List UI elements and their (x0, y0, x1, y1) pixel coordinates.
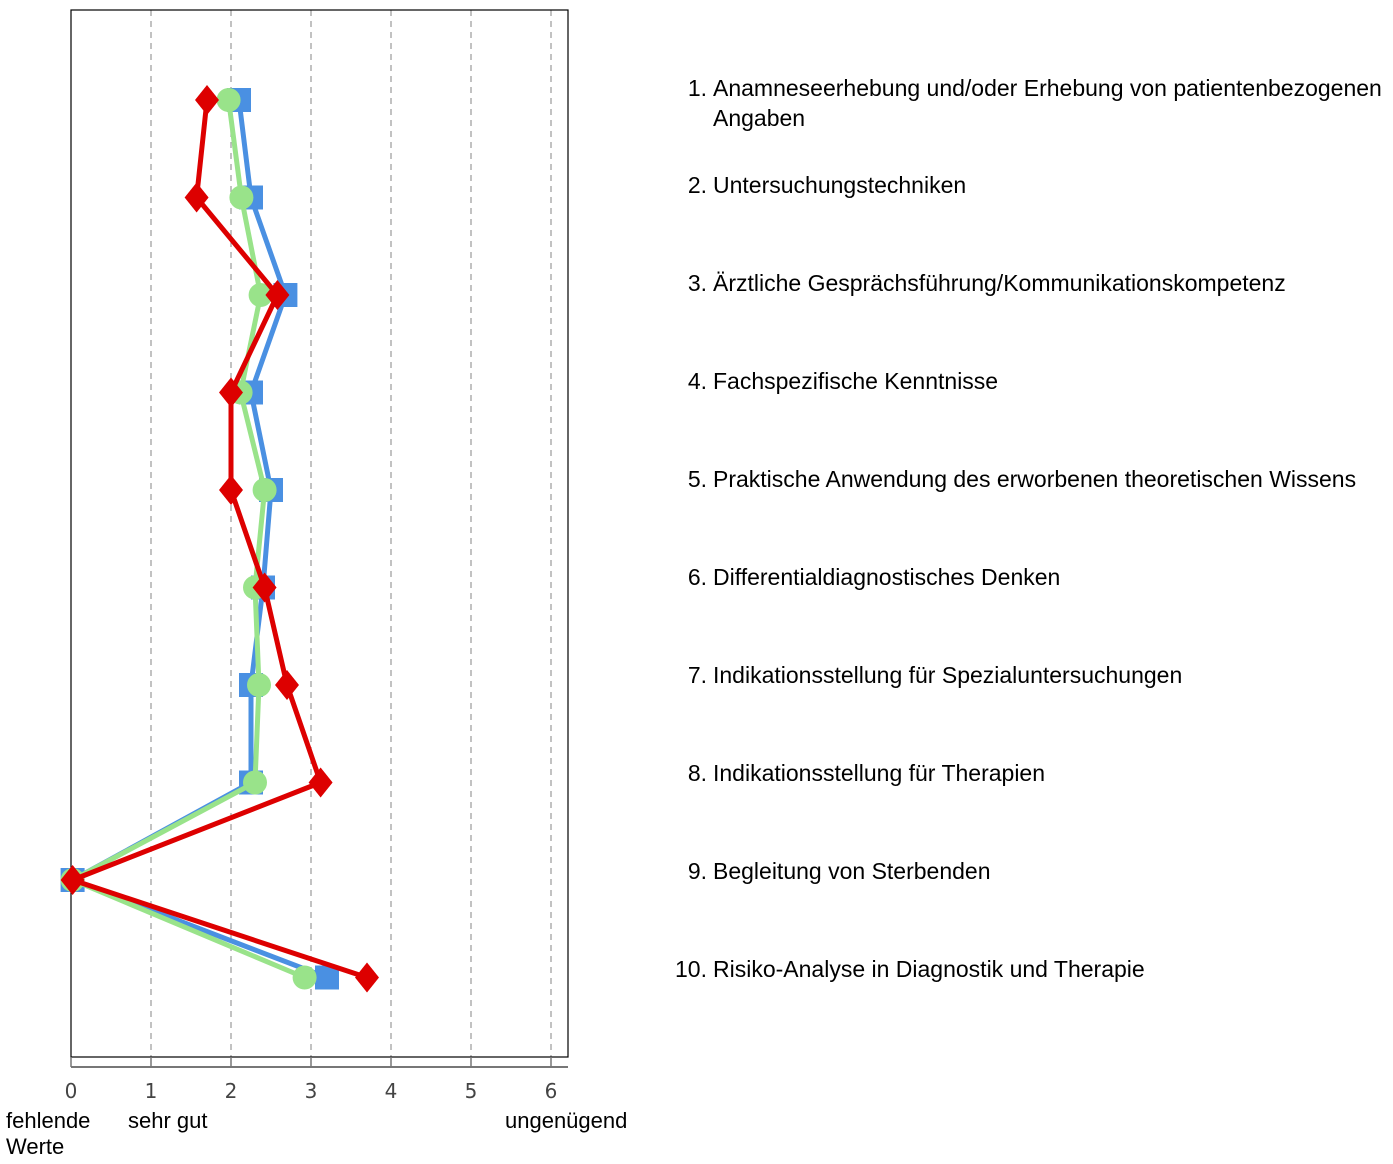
legend-item: 6. Differentialdiagnostisches Denken (655, 562, 1390, 592)
series-line (70, 99, 368, 980)
series-line (70, 99, 328, 980)
legend-item: 7. Indikationsstellung für Spezialuntersu… (655, 660, 1390, 690)
legend-item-label: Risiko-Analyse in Diagnostik und Therapi… (713, 956, 1145, 982)
data-point-circle (292, 965, 317, 990)
tick-label: 3 (305, 1079, 318, 1103)
legend-item-number: 3. (687, 270, 707, 296)
data-point-circle (247, 673, 271, 697)
data-point-diamond (219, 475, 243, 505)
data-point-circle (248, 283, 273, 307)
data-point-diamond (275, 670, 299, 700)
missing-values-label: fehlende Werte (6, 1108, 91, 1159)
legend-item-label: Begleitung von Sterbenden (713, 858, 991, 884)
legend-item-number: 5. (687, 466, 707, 492)
tick-label: 2 (225, 1079, 238, 1103)
series-line (70, 99, 306, 980)
data-point-diamond (355, 962, 379, 993)
legend-item: 4. Fachspezifische Kenntnisse (655, 366, 1390, 396)
legend-item-label: Indikationsstellung für Therapien (713, 760, 1046, 786)
very-good-label: sehr gut (128, 1108, 208, 1133)
legend-item-label: Fachspezifische Kenntnisse (713, 368, 999, 394)
chart: 0 1 2 3 4 5 6 (60, 9, 569, 1103)
grid-lines (150, 10, 552, 1057)
legend-item-number: 4. (687, 368, 707, 394)
data-point-diamond (184, 182, 209, 213)
insufficient-label: ungenügend (505, 1108, 628, 1133)
data-point-diamond (265, 280, 290, 310)
tick-label: 4 (385, 1079, 398, 1103)
legend-item-label: Untersuchungstechniken (713, 172, 967, 198)
legend-item-number: 7. (687, 662, 707, 688)
legend-item: 2. Untersuchungstechniken (655, 170, 1390, 200)
legend-item: 1. Anamneseerhebung und/oder Erhebung von… (655, 73, 1390, 133)
data-point-circle (229, 185, 254, 210)
legend-item-number: 9. (687, 858, 707, 884)
data-point-diamond (195, 85, 219, 115)
legend-item: 5. Praktische Anwendung des erworbenen th… (655, 464, 1390, 494)
legend-item: 9. Begleitung von Sterbenden (655, 856, 1390, 886)
legend-item-number: 10. (675, 956, 707, 982)
legend-item-label: Differentialdiagnostisches Denken (713, 564, 1061, 590)
legend-item: 3. Ärztliche Gesprächsführung/Kommunikati… (655, 268, 1390, 298)
data-point-diamond (60, 865, 85, 895)
legend-item-label: Ärztliche Gesprächsführung/Kommunikation… (713, 270, 1286, 296)
legend-item-number: 2. (687, 172, 707, 198)
data-point-circle (216, 88, 241, 112)
legend-item-number: 6. (687, 564, 707, 590)
x-axis-ticks: 0 1 2 3 4 5 6 (65, 1057, 558, 1103)
data-point-circle (252, 478, 277, 502)
legend-item-number: 8. (687, 760, 707, 786)
plot-frame (70, 9, 569, 1058)
series-circle (60, 88, 317, 990)
tick-label: 6 (545, 1079, 558, 1103)
tick-label: 1 (145, 1079, 158, 1103)
legend-item-number: 1. (687, 75, 707, 101)
series-layer (60, 85, 379, 993)
data-point-diamond (252, 572, 277, 603)
tick-label: 0 (65, 1079, 78, 1103)
data-point-diamond (219, 377, 243, 408)
legend-item-label: Indikationsstellung für Spezialuntersuch… (713, 662, 1183, 688)
data-point-diamond (308, 767, 333, 798)
legend-item-label: Praktische Anwendung des erworbenen theo… (713, 466, 1357, 492)
data-point-circle (243, 770, 267, 795)
tick-label: 5 (465, 1079, 478, 1103)
legend-item: 10. Risiko-Analyse in Diagnostik und Ther… (655, 954, 1390, 984)
series-square (60, 88, 339, 990)
legend-item-label: Anamneseerhebung und/oder Erhebung von p… (713, 75, 1382, 131)
legend-item: 8. Indikationsstellung für Therapien (655, 758, 1390, 788)
series-diamond (60, 85, 379, 993)
